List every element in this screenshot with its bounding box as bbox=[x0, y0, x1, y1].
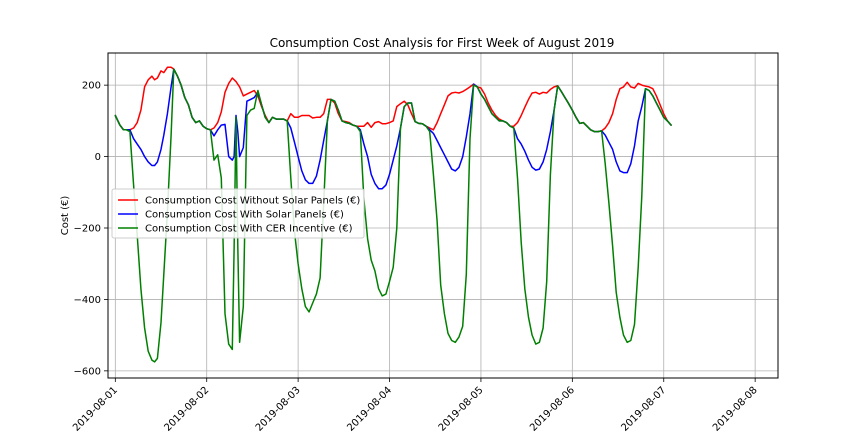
y-tick-label: 0 bbox=[95, 152, 101, 163]
legend-box bbox=[111, 188, 365, 239]
y-axis-label: Cost (€) bbox=[60, 196, 71, 236]
y-tick-label: −400 bbox=[74, 295, 101, 306]
legend-label-2: Consumption Cost With Solar Panels (€) bbox=[145, 210, 344, 221]
legend-items: Consumption Cost Without Solar Panels (€… bbox=[118, 196, 360, 235]
series-lines bbox=[114, 66, 672, 363]
legend-label-3: Consumption Cost With CER Incentive (€) bbox=[145, 224, 353, 235]
series-line-3 bbox=[114, 68, 672, 363]
legend-label-1: Consumption Cost Without Solar Panels (€… bbox=[145, 196, 360, 207]
y-tick-label: 200 bbox=[82, 81, 101, 92]
y-tick-label: −600 bbox=[74, 366, 101, 377]
y-tick-label: −200 bbox=[74, 224, 101, 235]
chart-title: Consumption Cost Analysis for First Week… bbox=[270, 36, 615, 50]
legend: Consumption Cost Without Solar Panels (€… bbox=[111, 188, 365, 239]
plot-frame bbox=[107, 52, 779, 379]
